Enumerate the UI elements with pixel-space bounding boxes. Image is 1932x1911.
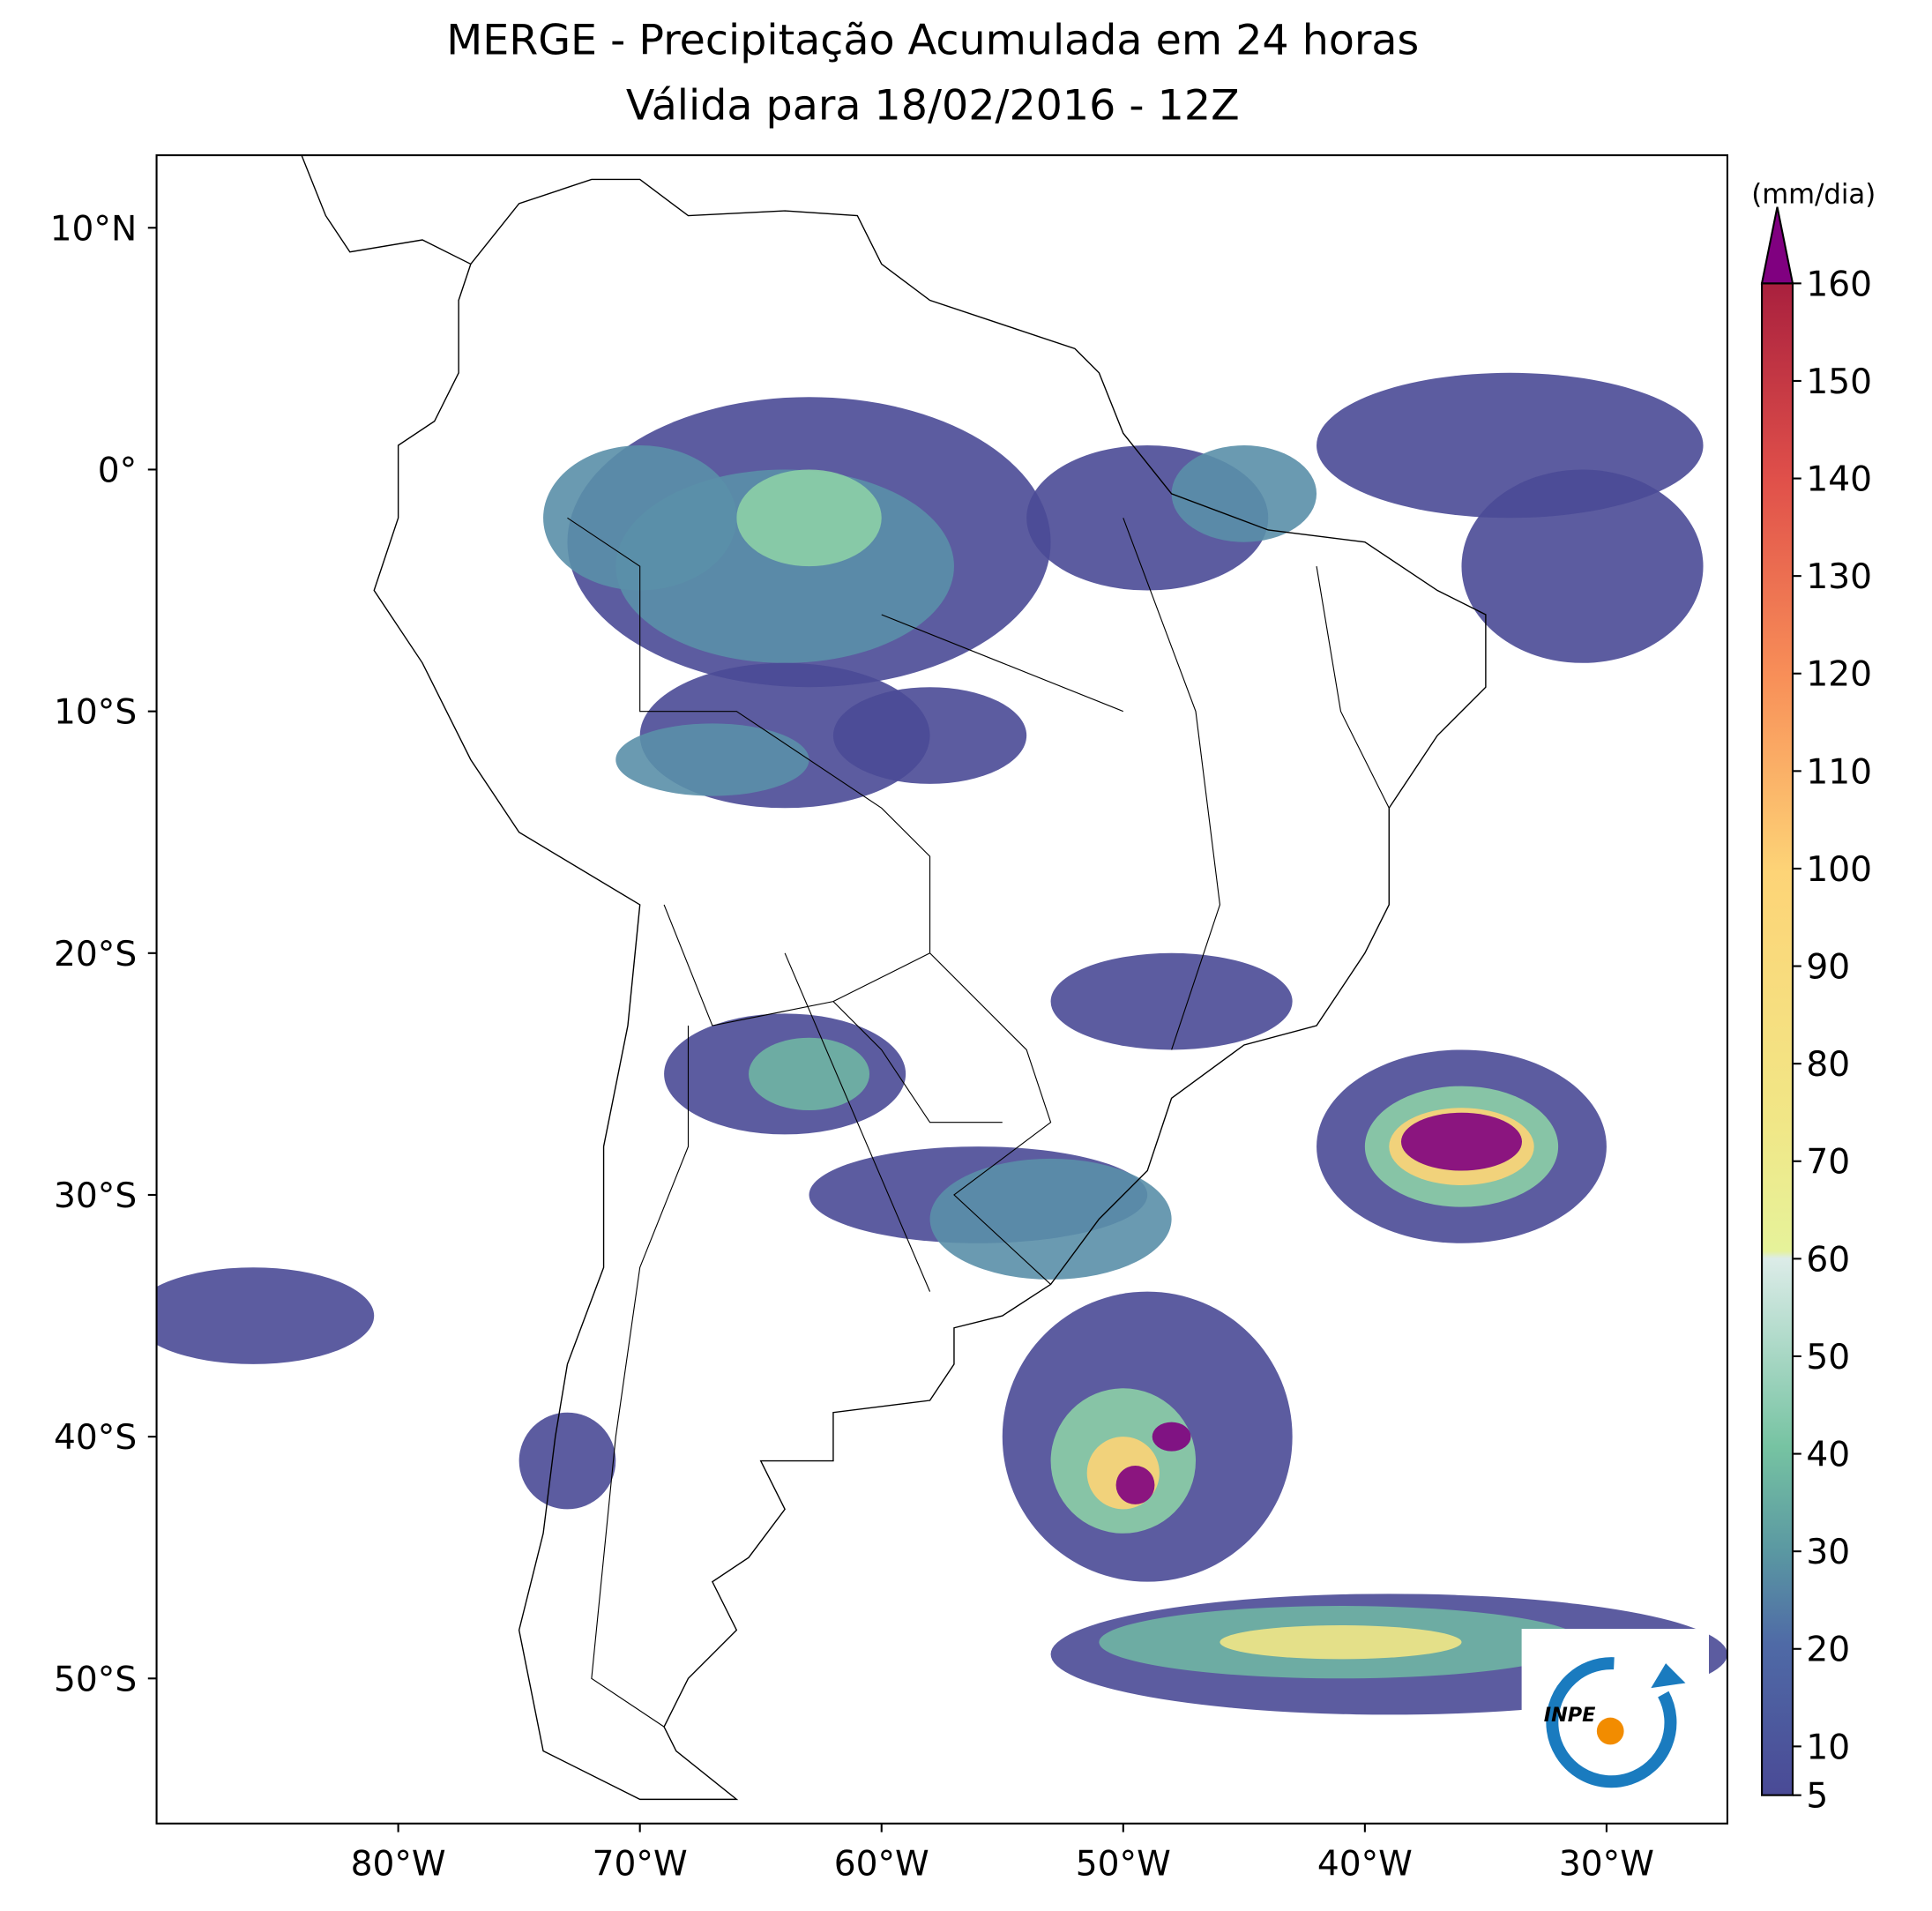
logo-text: INPE [1544,1704,1596,1727]
logo-arc [1546,1657,1677,1788]
y-tick-label: 10°S [54,693,137,733]
precipitation-area [1050,952,1293,1050]
x-tick-label: 70°W [593,1844,688,1884]
precipitation-area [1461,469,1704,663]
colorbar-tick-label: 70 [1806,1143,1850,1183]
y-tick-label: 20°S [54,935,137,974]
colorbar-extend [1760,206,1794,285]
y-tick-label: 50°S [54,1660,137,1699]
coastline [301,155,1487,1801]
logo: INPE [1521,1629,1709,1799]
map-frame [155,153,1728,1825]
colorbar-tick-label: 60 [1806,1240,1850,1280]
precipitation-area [543,445,737,591]
border [1316,566,1390,809]
x-tick-label: 80°W [351,1844,446,1884]
border [784,952,931,1292]
border [591,1026,690,1728]
y-tick-label: 0° [98,451,137,490]
colorbar: (mm/dia) 5 10 20 30 40 50 60 70 80 90 100 110 120 130… [1751,179,1876,1817]
colorbar-tick-label: 100 [1806,850,1872,890]
y-tick-label: 30°S [54,1176,137,1216]
logo-arrow [1651,1663,1686,1689]
title: MERGE - Precipitação Acumulada em 24 hor… [446,16,1419,64]
border [1123,518,1220,1050]
logo-dot [1596,1717,1624,1745]
precipitation-area [156,1267,375,1364]
colorbar-tick-label: 110 [1806,752,1872,792]
precipitation-area [736,469,882,567]
colorbar-unit: (mm/dia) [1751,179,1876,211]
colorbar-tick-label: 140 [1806,460,1872,500]
y-tick-label: 40°S [54,1418,137,1458]
colorbar-bar [1761,282,1794,1796]
colorbar-tick-label: 90 [1806,948,1850,988]
precipitation-area [1171,445,1317,542]
colorbar-tick-label: 150 [1806,362,1872,402]
precipitation-area [1220,1624,1462,1660]
colorbar-tick-label: 5 [1806,1777,1828,1817]
x-tick-label: 40°W [1317,1844,1413,1884]
precipitation-area [832,687,1027,784]
colorbar-tick-label: 80 [1806,1045,1850,1085]
colorbar-tick-label: 50 [1806,1338,1850,1377]
precipitation-area [749,1037,870,1111]
x-tick-label: 50°W [1076,1844,1171,1884]
precipitation-area [1152,1422,1191,1452]
border [663,904,930,1026]
colorbar-tick-label: 130 [1806,557,1872,597]
precipitation-area [518,1412,616,1510]
border [832,1001,1003,1123]
colorbar-tick-label: 120 [1806,655,1872,695]
map [156,155,1727,1801]
precipitation-area [615,723,809,796]
border [881,614,1124,713]
colorbar-tick-label: 20 [1806,1631,1850,1670]
colorbar-tick-label: 160 [1806,265,1872,304]
colorbar-tick-label: 40 [1806,1436,1850,1475]
y-tick-label: 10°N [50,209,138,249]
colorbar-tick-label: 30 [1806,1533,1850,1572]
colorbar-tick-label: 10 [1806,1728,1850,1767]
precipitation-area [1400,1112,1522,1171]
x-tick-label: 30°W [1559,1844,1654,1884]
x-tick-label: 60°W [834,1844,929,1884]
precipitation-area [1115,1466,1155,1504]
border [567,517,1052,1285]
precipitation-area [929,1158,1172,1280]
subtitle: Válida para 18/02/2016 - 12Z [626,82,1240,131]
